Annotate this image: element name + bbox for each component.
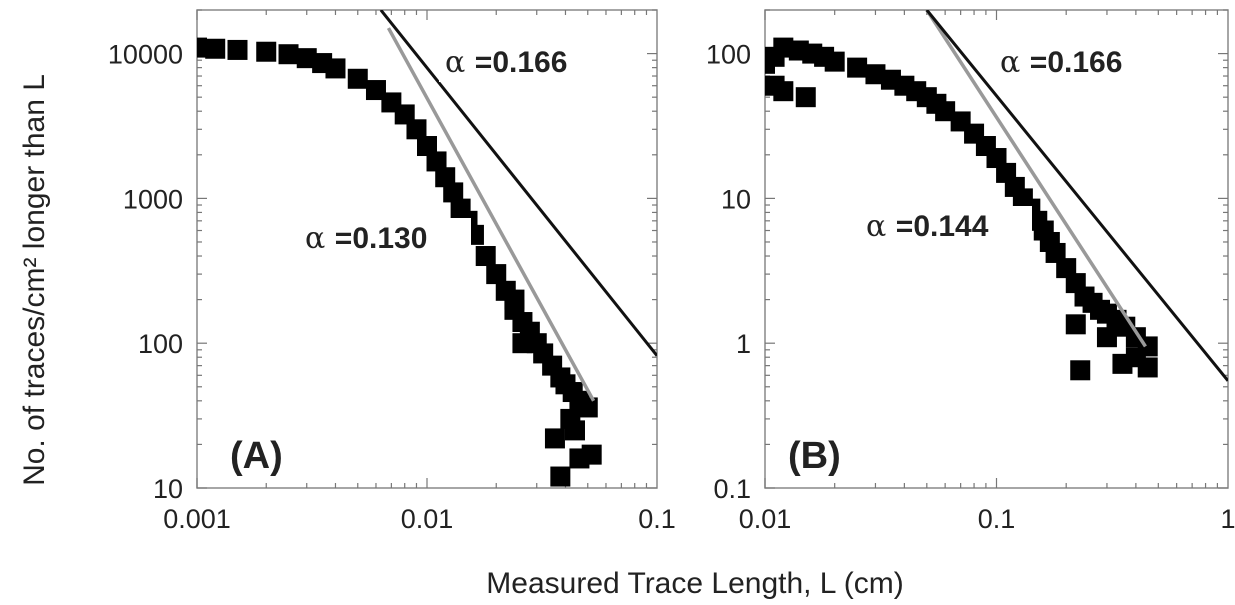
panel-a-data-point [443, 182, 464, 203]
panel-b-y-tick-label: 10 [721, 184, 751, 214]
panel-a-x-tick-label: 0.001 [163, 504, 231, 534]
panel-b-reference-line-label: α =0.166 [1000, 45, 1122, 80]
panel-a-y-tick-label: 100 [138, 329, 183, 359]
panel-a-data-point [512, 333, 533, 354]
panel-b-reference-line [925, 10, 1228, 382]
panel-b-data-point [795, 87, 816, 108]
panel-b-data-point [765, 75, 785, 96]
panel-b-x-tick-label: 1 [1220, 504, 1235, 534]
panel-a-x-tick-label: 0.01 [401, 504, 454, 534]
panel-a-data-point [406, 119, 427, 140]
panel-a-data-point [475, 246, 496, 267]
panel-a-data-point [417, 136, 437, 157]
panel-a-fit-line-label-background [299, 218, 471, 258]
panel-b-reference-line-label-background [994, 42, 1166, 82]
panel-b-data-point [773, 37, 794, 58]
panel-b-data-point [1070, 360, 1091, 381]
panel-b-y-tick-label: 0.1 [713, 474, 751, 504]
panel-a-fit-line-label: α =0.130 [305, 221, 427, 256]
panel-a-data-point [278, 44, 299, 65]
panel-b-x-tick-label: 0.1 [978, 504, 1016, 534]
x-axis-title: Measured Trace Length, L (cm) [486, 567, 903, 600]
panel-a-reference-line [379, 10, 657, 357]
panel-a-data-point [581, 444, 602, 465]
panel-a-data-point [256, 41, 277, 62]
panel-b-label: (B) [788, 435, 841, 477]
panel-a-label: (A) [230, 435, 283, 477]
panel-a-data-point [426, 151, 447, 172]
panel-a-data-point [544, 428, 565, 449]
panel-b-data-point [1125, 347, 1146, 368]
panel-a-data-point [365, 80, 386, 101]
panel-b-data-point [824, 51, 845, 72]
panel-a-x-tick-label: 0.1 [638, 504, 676, 534]
panel-b-data-point [865, 64, 886, 85]
panel-a-data-point [325, 58, 346, 79]
panel-b-fit-line-label: α =0.144 [866, 209, 989, 244]
panel-a-reference-line-label-background [439, 42, 611, 82]
panel-b-data-point [1065, 314, 1086, 335]
panel-a-data-point [564, 420, 585, 441]
panel-a-data-point [435, 167, 456, 188]
panel-b-data-point [847, 57, 868, 78]
panel-a-data-point [227, 39, 248, 60]
panel-b-data-point [1045, 242, 1066, 263]
panel-a-data-point [486, 264, 507, 285]
panel-b-data-point [1096, 327, 1117, 348]
panel-a-data-point [296, 48, 317, 69]
panel-b-fit-line [925, 10, 1147, 348]
panel-a-y-tick-label: 1000 [123, 184, 183, 214]
panel-b-y-tick-label: 1 [736, 329, 751, 359]
panel-a-y-tick-label: 10 [153, 474, 183, 504]
panel-a-fit-line [386, 27, 596, 402]
panel-a-data-point [197, 37, 207, 58]
panel-a-data-point [550, 466, 571, 487]
panel-a-y-tick-label: 10000 [108, 40, 183, 70]
panel-a-data-point [504, 289, 525, 310]
panel-a-data-point [347, 68, 368, 89]
panel-b-data-point [935, 101, 956, 122]
panel-b-x-tick-label: 0.01 [739, 504, 792, 534]
panel-a-reference-line-label: α =0.166 [445, 45, 567, 80]
panel-b-fit-line-label-background [860, 206, 1032, 246]
y-axis-title: No. of traces/cm² longer than L [18, 74, 51, 486]
panel-a-data-point [577, 397, 598, 418]
panel-a-data-point [205, 38, 226, 59]
panel-b-y-tick-label: 100 [706, 40, 751, 70]
panel-a-chart: 0.001 0.01 0.1 10 100 1000 10000 α =0.130 α =0.1… [108, 9, 676, 534]
